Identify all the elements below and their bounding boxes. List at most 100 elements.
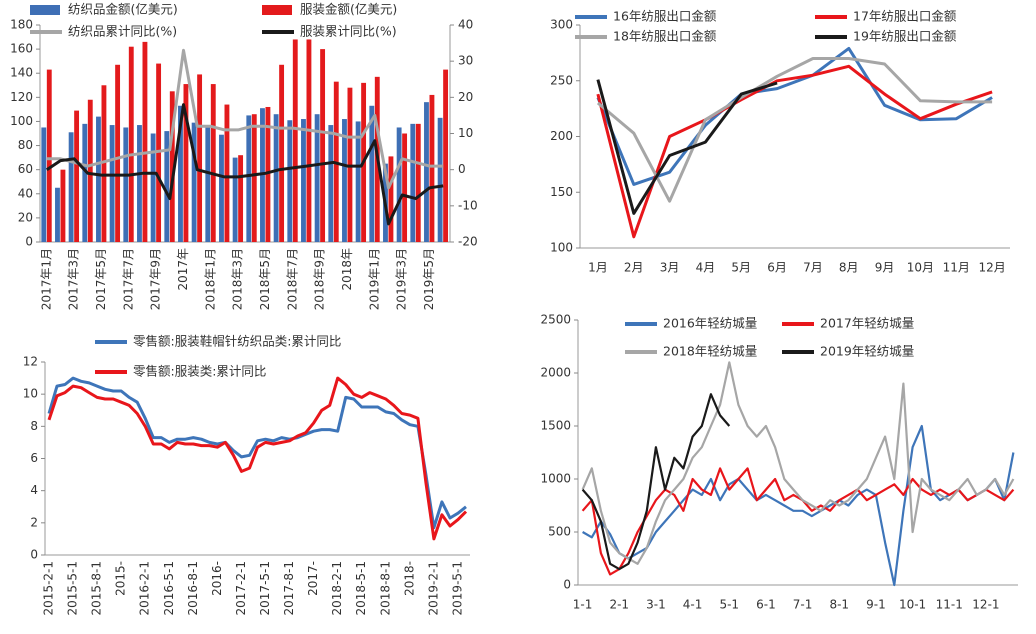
x-tick-label: 2018年 bbox=[340, 248, 354, 291]
y-tick-label: 10 bbox=[23, 387, 38, 401]
bar bbox=[60, 169, 66, 242]
bar bbox=[87, 99, 93, 242]
y-tick-label: 2500 bbox=[540, 313, 571, 327]
legend-label: 2017年轻纺城量 bbox=[820, 316, 914, 331]
y-tick-label: 0 bbox=[30, 548, 38, 562]
x-tick-label: 10-1 bbox=[899, 598, 926, 612]
x-tick-label: 2017-8-1 bbox=[282, 561, 296, 615]
bar bbox=[429, 94, 435, 242]
y-tick-label: 100 bbox=[550, 241, 573, 255]
x-tick-label: 9月 bbox=[875, 261, 895, 275]
bar bbox=[369, 105, 375, 243]
bar bbox=[123, 127, 129, 242]
bar bbox=[219, 134, 224, 242]
x-tick-label: 2018-2-1 bbox=[330, 561, 344, 615]
bar bbox=[150, 133, 156, 242]
y-tick-label: 0 bbox=[563, 578, 571, 592]
x-tick-label: 7-1 bbox=[793, 598, 813, 612]
bar bbox=[96, 116, 101, 242]
x-tick-label: 2018年3月 bbox=[231, 248, 245, 310]
x-tick-label: 6-1 bbox=[756, 598, 776, 612]
bar bbox=[169, 91, 175, 242]
line-series bbox=[596, 79, 778, 215]
legend-label: 2016年轻纺城量 bbox=[663, 316, 757, 331]
bar bbox=[410, 123, 416, 242]
x-tick-label: 5-1 bbox=[719, 598, 739, 612]
y-tick-label: 2000 bbox=[540, 366, 571, 380]
line-series bbox=[582, 424, 1015, 587]
y-tick-label: 250 bbox=[550, 73, 573, 87]
bar bbox=[238, 155, 244, 242]
y2-tick-label: 20 bbox=[458, 90, 473, 104]
x-tick-label: 2月 bbox=[624, 261, 644, 275]
y-tick-label: 200 bbox=[550, 129, 573, 143]
bar bbox=[183, 84, 189, 242]
y-tick-label: 500 bbox=[548, 525, 571, 539]
x-tick-label: 12-1 bbox=[972, 598, 999, 612]
bar bbox=[109, 125, 115, 242]
legend-label: 零售额:服装鞋帽针纺织品类:累计同比 bbox=[133, 334, 341, 349]
bar bbox=[68, 132, 74, 242]
x-tick-label: 2019年3月 bbox=[395, 248, 409, 310]
legend-swatch bbox=[30, 5, 60, 15]
bar bbox=[115, 64, 121, 243]
x-tick-label: 4-1 bbox=[683, 598, 703, 612]
x-tick-label: 2019年5月 bbox=[422, 248, 436, 310]
bar bbox=[265, 106, 271, 242]
x-tick-label: 9-1 bbox=[866, 598, 886, 612]
bar bbox=[55, 187, 60, 242]
x-tick-label: 2019-5-1 bbox=[450, 561, 464, 615]
x-tick-label: 2017-2-1 bbox=[234, 561, 248, 615]
line-series bbox=[581, 467, 1015, 576]
y-tick-label: 100 bbox=[10, 114, 33, 128]
bar bbox=[191, 122, 197, 242]
bar bbox=[224, 104, 230, 242]
x-tick-label: 2017- bbox=[306, 561, 320, 596]
x-tick-label: 1月 bbox=[588, 261, 608, 275]
legend-label: 纺织品金额(亿美元) bbox=[68, 2, 178, 17]
y2-tick-label: 40 bbox=[458, 18, 473, 32]
x-tick-label: 2019-2-1 bbox=[426, 561, 440, 615]
y2-tick-label: -10 bbox=[458, 198, 478, 212]
bar bbox=[292, 39, 298, 242]
y-tick-label: 120 bbox=[10, 90, 33, 104]
y-tick-label: 40 bbox=[18, 186, 33, 200]
x-tick-label: 2016-8-1 bbox=[186, 561, 200, 615]
x-tick-label: 4月 bbox=[696, 261, 716, 275]
bar bbox=[306, 39, 312, 242]
bar bbox=[251, 114, 257, 242]
x-tick-label: 3-1 bbox=[646, 598, 666, 612]
bar bbox=[320, 49, 326, 242]
bar bbox=[396, 127, 402, 242]
line-series bbox=[596, 64, 993, 239]
line-series bbox=[581, 361, 1015, 565]
legend-swatch bbox=[262, 5, 292, 15]
x-tick-label: 2019年1月 bbox=[367, 248, 381, 310]
y-tick-label: 2 bbox=[30, 515, 38, 529]
x-tick-label: 8-1 bbox=[829, 598, 849, 612]
x-tick-label: 2017年5月 bbox=[94, 248, 108, 310]
x-tick-label: 3月 bbox=[660, 261, 680, 275]
y-tick-label: 8 bbox=[30, 419, 38, 433]
bar bbox=[164, 131, 170, 242]
bar bbox=[128, 46, 134, 243]
line-series bbox=[46, 48, 444, 190]
bar bbox=[142, 41, 148, 242]
x-tick-label: 2017年3月 bbox=[67, 248, 81, 310]
bar bbox=[301, 119, 306, 242]
y-tick-label: 1000 bbox=[540, 472, 571, 486]
bar bbox=[232, 157, 238, 242]
x-tick-label: 5月 bbox=[731, 261, 751, 275]
bar bbox=[287, 120, 293, 242]
bar bbox=[205, 126, 211, 242]
legend-label: 服装金额(亿美元) bbox=[300, 2, 397, 17]
y-tick-label: 300 bbox=[550, 18, 573, 32]
bar bbox=[137, 125, 142, 242]
legend-label: 18年纺服出口金额 bbox=[613, 29, 717, 44]
legend-label: 16年纺服出口金额 bbox=[613, 9, 717, 24]
bar bbox=[46, 69, 52, 242]
y-tick-label: 150 bbox=[550, 185, 573, 199]
x-tick-label: 8月 bbox=[839, 261, 859, 275]
x-tick-label: 2017-5-1 bbox=[258, 561, 272, 615]
y2-tick-label: 30 bbox=[458, 54, 473, 68]
